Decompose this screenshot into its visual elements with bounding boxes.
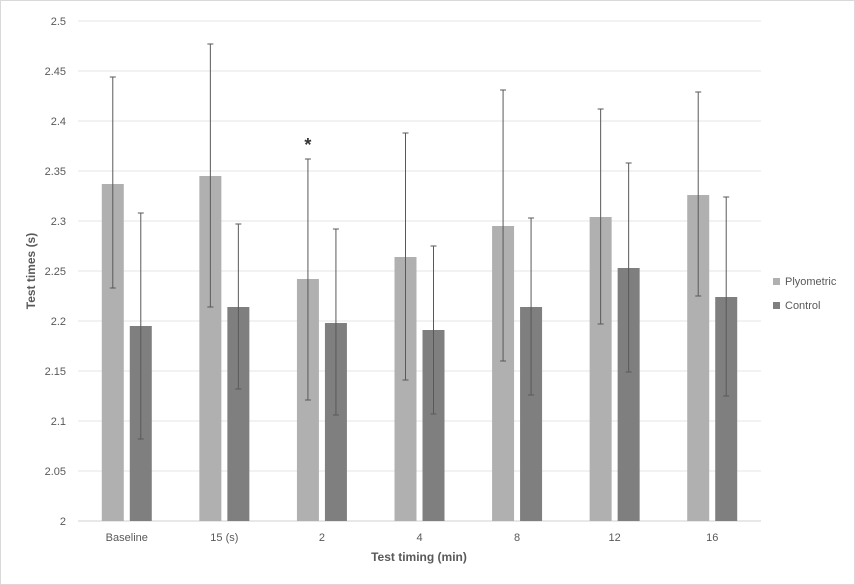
y-tick-label: 2.3	[51, 216, 66, 228]
y-tick-label: 2.5	[51, 16, 66, 28]
bar-plyometric	[687, 195, 710, 521]
legend-swatch-control	[773, 302, 780, 309]
x-tick-label: 15 (s)	[210, 532, 238, 544]
bar-control	[617, 268, 640, 521]
x-axis-label: Test timing (min)	[371, 550, 467, 564]
y-tick-label: 2	[60, 516, 66, 528]
x-tick-label: 4	[416, 532, 422, 544]
bar-plyometric	[394, 257, 417, 521]
y-tick-label: 2.15	[45, 366, 66, 378]
bar-plyometric	[589, 217, 612, 521]
bar-control	[520, 307, 543, 521]
x-tick-label: 16	[706, 532, 718, 544]
gridlines	[78, 20, 761, 522]
bar-plyometric	[101, 184, 124, 521]
error-bars	[109, 43, 730, 440]
y-tick-label: 2.25	[45, 266, 66, 278]
bar-control	[324, 323, 347, 521]
bar-plyometric	[492, 226, 515, 521]
legend-swatch-plyometric	[773, 278, 780, 285]
legend-label-control: Control	[785, 300, 820, 312]
legend-label-plyometric: Plyometric	[785, 276, 837, 288]
bars	[101, 176, 738, 521]
y-tick-label: 2.2	[51, 316, 66, 328]
bar-control	[422, 330, 445, 521]
y-tick-label: 2.4	[51, 116, 66, 128]
y-tick-label: 2.35	[45, 166, 66, 178]
y-axis-label: Test times (s)	[24, 233, 38, 309]
bar-control	[715, 297, 738, 521]
x-tick-label: Baseline	[106, 532, 148, 544]
y-tick-label: 2.1	[51, 416, 66, 428]
x-tick-label: 2	[319, 532, 325, 544]
bar-control	[227, 307, 250, 521]
y-tick-label: 2.45	[45, 66, 66, 78]
x-tick-label: 12	[609, 532, 621, 544]
annotations: *	[304, 135, 311, 155]
y-tick-label: 2.05	[45, 466, 66, 478]
bar-plyometric	[199, 176, 222, 521]
legend: Plyometric Control	[773, 276, 837, 312]
x-axis-ticks: Baseline 15 (s) 2 4 8 12 16	[106, 532, 719, 544]
significance-marker: *	[304, 135, 311, 155]
x-tick-label: 8	[514, 532, 520, 544]
y-axis-ticks: 2 2.05 2.1 2.15 2.2 2.25 2.3 2.35 2.4 2.45 2.5	[45, 16, 66, 528]
